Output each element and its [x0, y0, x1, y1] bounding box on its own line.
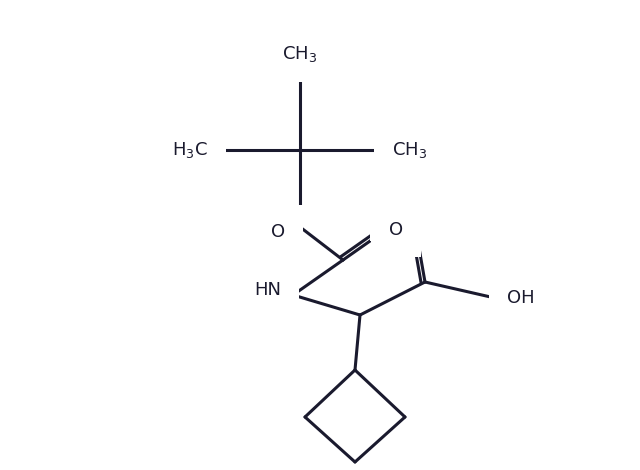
Text: O: O: [388, 205, 402, 223]
Text: O: O: [271, 223, 285, 241]
Text: O: O: [389, 221, 403, 239]
Text: CH$_3$: CH$_3$: [282, 44, 317, 64]
Text: HN: HN: [254, 281, 281, 299]
Text: CH$_3$: CH$_3$: [392, 140, 428, 160]
Text: OH: OH: [507, 289, 534, 307]
Text: H$_3$C: H$_3$C: [172, 140, 208, 160]
